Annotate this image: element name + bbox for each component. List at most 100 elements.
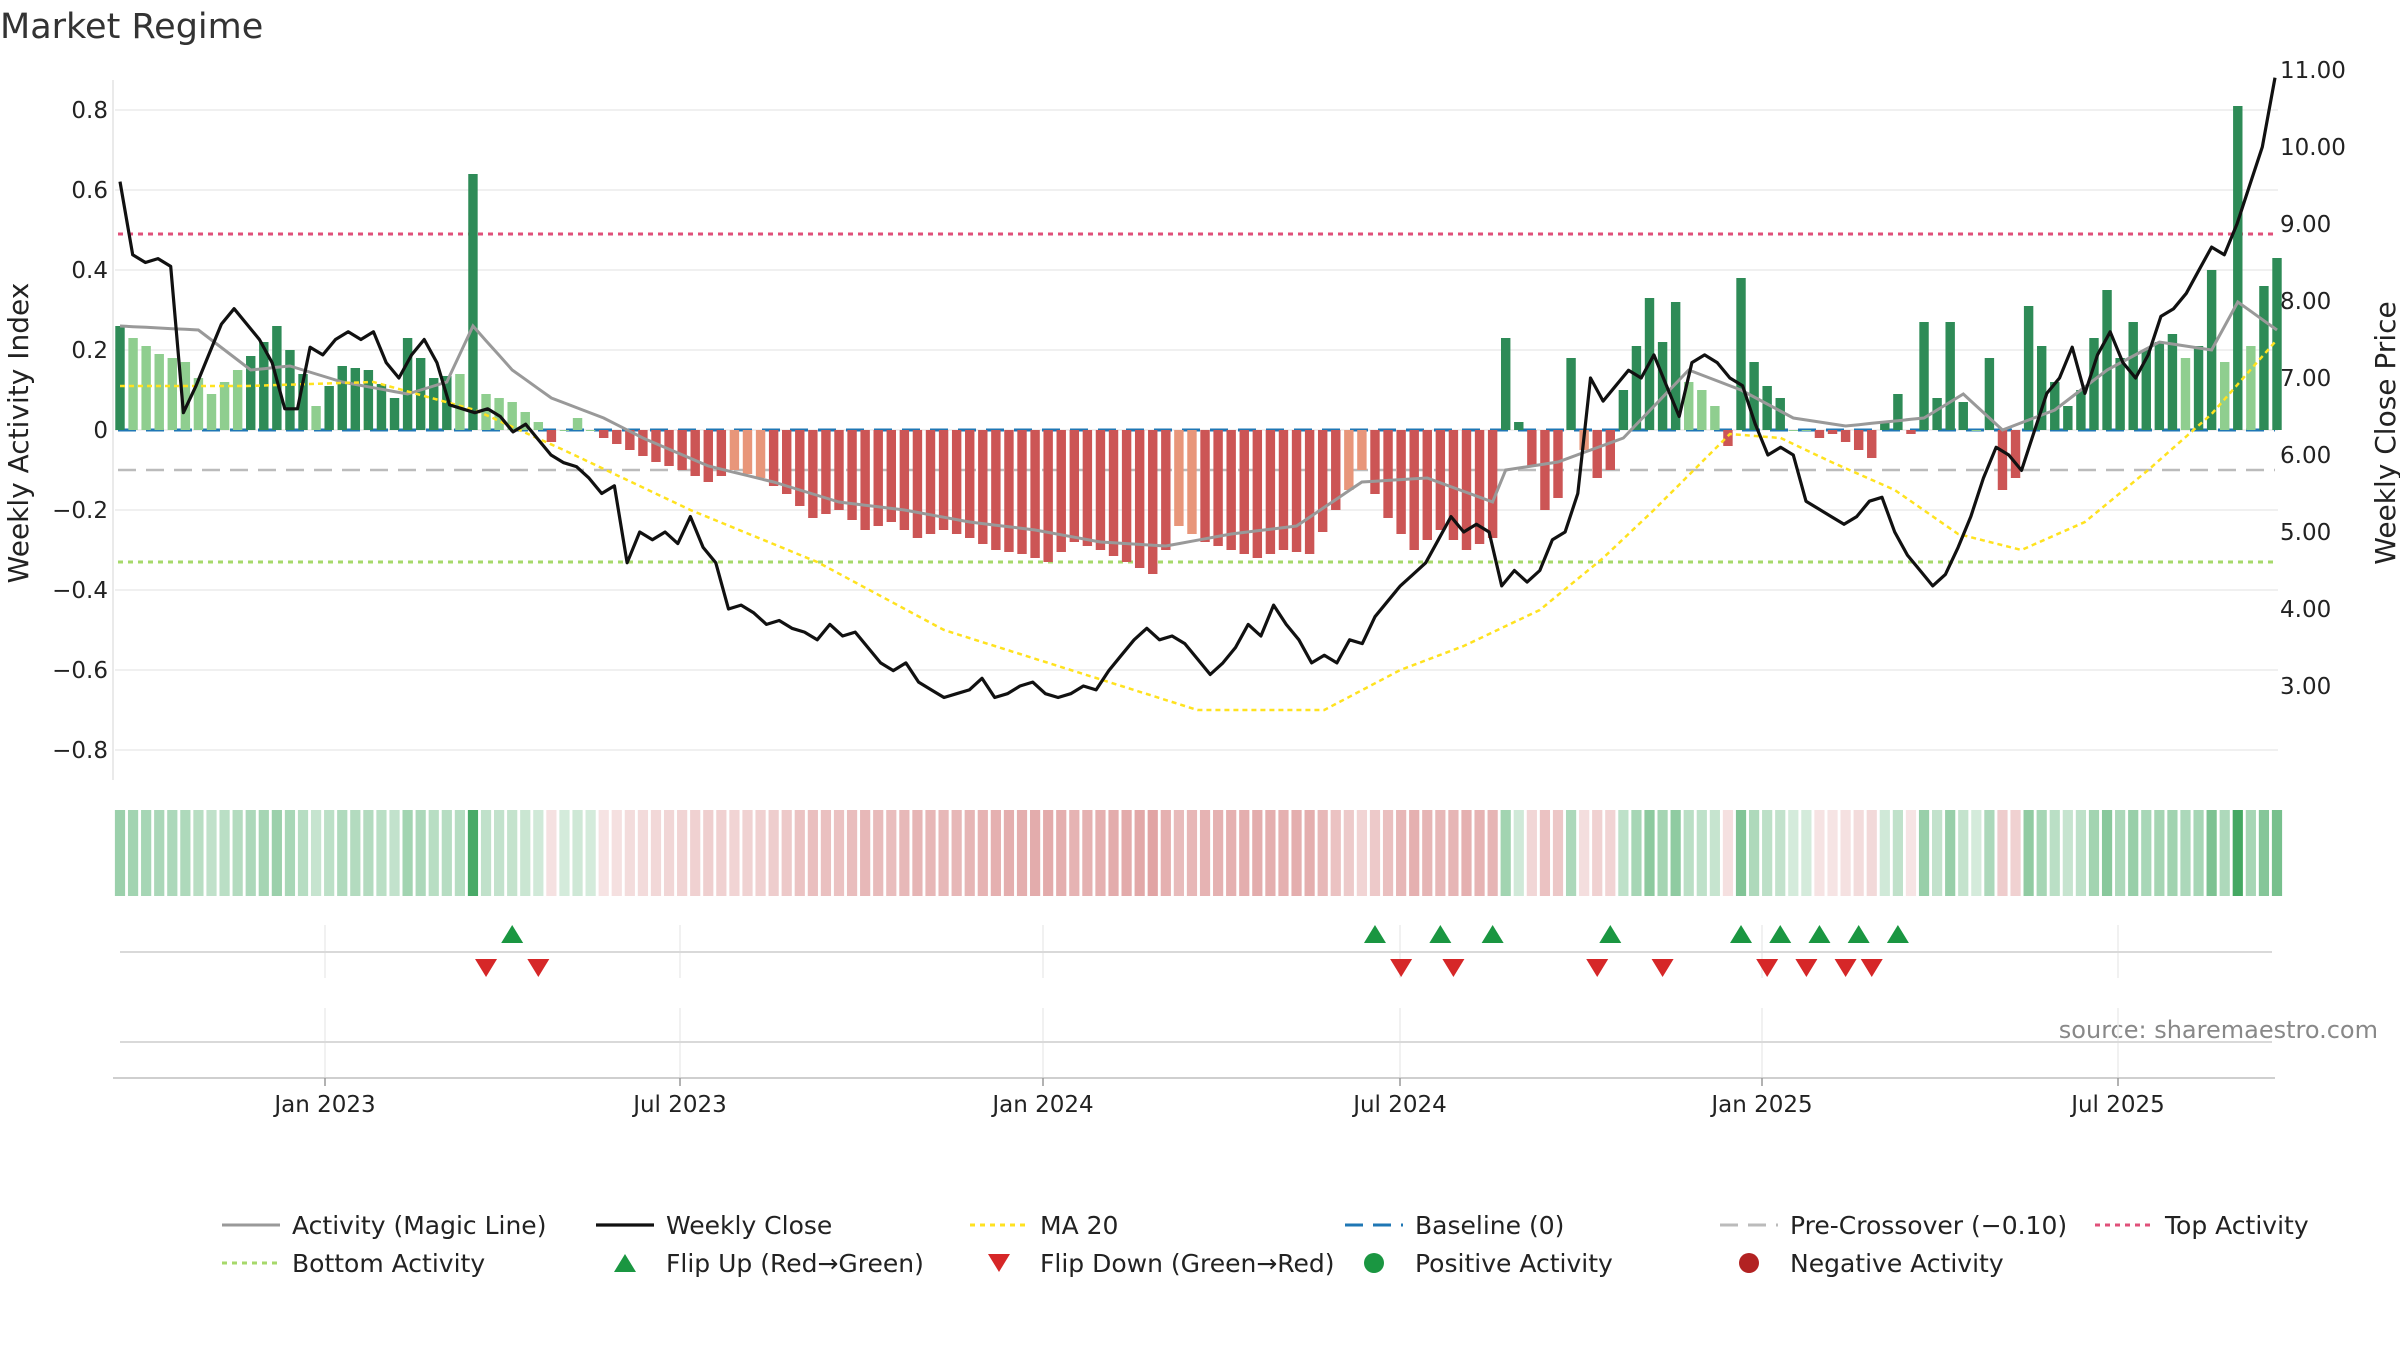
regime-cell [650, 810, 662, 896]
activity-bar [1121, 430, 1132, 562]
regime-cell [1579, 810, 1590, 896]
regime-cell [1056, 810, 1067, 896]
activity-bar [1161, 430, 1171, 550]
flip-down-marker [1795, 959, 1818, 977]
activity-bar [1148, 430, 1158, 574]
regime-cell [1631, 810, 1642, 896]
activity-bar [533, 422, 544, 430]
regime-cell [284, 810, 296, 896]
activity-bar [2167, 334, 2178, 430]
activity-bar [1527, 430, 1537, 466]
regime-cell [1775, 810, 1786, 896]
left-axis-label: Weekly Activity Index [2, 283, 35, 584]
legend-swatch-triangle-down [988, 1254, 1010, 1272]
activity-bar [1265, 430, 1276, 554]
regime-cell [1879, 810, 1890, 896]
activity-bar [2272, 258, 2282, 430]
legend-label: Pre-Crossover (−0.10) [1790, 1211, 2067, 1240]
regime-cell [781, 810, 792, 896]
regime-cell [1160, 810, 1171, 896]
regime-cell [1474, 810, 1485, 896]
regime-cell [677, 810, 688, 896]
flip-down-marker [1586, 959, 1609, 977]
activity-bar [1697, 390, 1707, 430]
weekly-close-line [118, 77, 2277, 700]
activity-bar [1474, 430, 1485, 544]
activity-bar [259, 342, 269, 430]
regime-cell [1552, 810, 1564, 896]
legend: Activity (Magic Line) Weekly Close MA 20 Ba… [222, 1211, 2309, 1278]
activity-bar [1435, 430, 1446, 530]
activity-bar [1710, 406, 1720, 430]
regime-cell [1618, 810, 1629, 896]
x-tick-label: Jan 2024 [990, 1092, 1093, 1118]
regime-cell [1605, 810, 1616, 896]
activity-bar [1304, 430, 1315, 554]
regime-cell [1448, 810, 1459, 896]
legend-swatch-dot [1739, 1253, 1759, 1273]
regime-cell [1932, 810, 1943, 896]
regime-cell [2049, 810, 2060, 896]
activity-bar [2154, 342, 2165, 430]
regime-cell [507, 810, 518, 896]
activity-bar [1880, 422, 1890, 430]
flip-up-marker [1886, 925, 1909, 943]
flip-down-marker [1651, 959, 1674, 977]
right-tick-label: 8.00 [2280, 289, 2331, 315]
activity-bar [1004, 430, 1014, 552]
regime-cell [232, 810, 243, 896]
regime-cell [1997, 810, 2008, 896]
activity-bar [389, 398, 400, 430]
regime-cell [180, 810, 191, 896]
flip-up-marker [1808, 925, 1831, 943]
x-axis: Jan 2023 Jul 2023 Jan 2024 Jul 2024 Jan 2025… [113, 1077, 2275, 1118]
activity-bar [1422, 430, 1432, 540]
x-tick-label: Jul 2025 [2069, 1092, 2165, 1118]
right-tick-label: 9.00 [2280, 212, 2331, 238]
regime-cell [873, 810, 884, 896]
activity-bar [1736, 278, 1746, 430]
left-tick-label: −0.4 [52, 578, 108, 604]
activity-bar [2010, 430, 2021, 478]
activity-bar [520, 412, 530, 430]
activity-bar [1657, 342, 1668, 430]
regime-strip [114, 810, 2283, 896]
regime-cell [363, 810, 374, 896]
regime-cell [1539, 810, 1551, 896]
regime-cell [1330, 810, 1341, 896]
activity-bar [2089, 338, 2099, 430]
legend-label: Weekly Close [666, 1211, 832, 1240]
legend-swatch-dot [1364, 1253, 1384, 1273]
regime-cell [1003, 810, 1015, 896]
regime-cell [572, 810, 583, 896]
regime-cell [886, 810, 897, 896]
activity-bar [1383, 430, 1393, 518]
activity-bar [991, 430, 1001, 550]
activity-bar [1396, 430, 1406, 534]
flip-up-marker [501, 925, 524, 943]
activity-bar [298, 374, 308, 430]
flip-down-marker [1860, 959, 1883, 977]
regime-cell [1487, 810, 1498, 896]
regime-cell [1265, 810, 1276, 896]
activity-bar [1853, 430, 1864, 450]
regime-cell [454, 810, 465, 896]
regime-cell [2023, 810, 2034, 896]
activity-bar [1631, 346, 1642, 430]
right-tick-label: 5.00 [2280, 520, 2331, 546]
regime-cell [441, 810, 452, 896]
regime-cell [2154, 810, 2165, 896]
flip-up-marker [1363, 925, 1386, 943]
regime-cell [690, 810, 701, 896]
right-tick-label: 4.00 [2280, 597, 2331, 623]
regime-cell [1095, 810, 1106, 896]
activity-bar [1775, 398, 1785, 430]
regime-cell [925, 810, 936, 896]
activity-bar [1331, 430, 1341, 510]
regime-cell [1252, 810, 1263, 896]
activity-bar [1278, 430, 1289, 550]
regime-cell [755, 810, 766, 896]
activity-bar [180, 362, 191, 430]
regime-cell [2180, 810, 2191, 896]
